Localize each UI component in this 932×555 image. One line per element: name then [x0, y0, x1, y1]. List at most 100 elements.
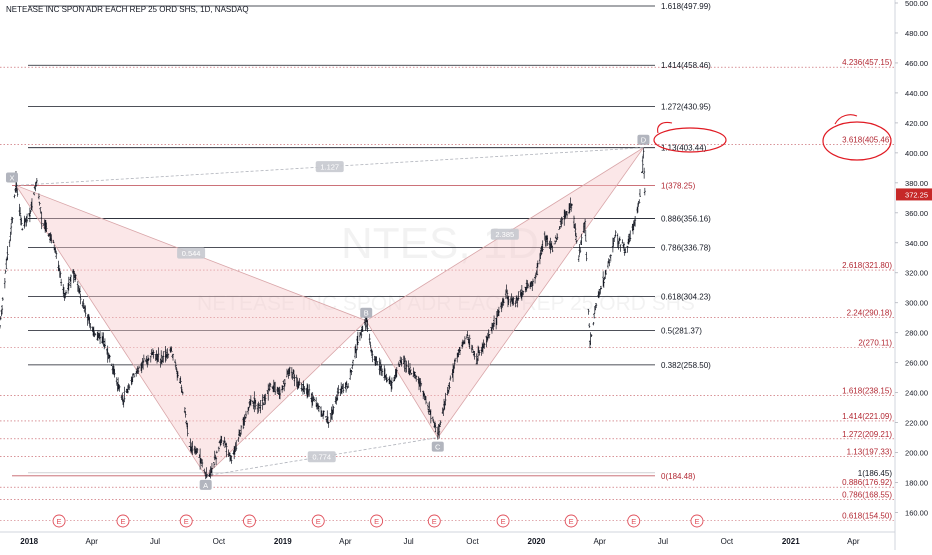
price-bar — [585, 252, 587, 261]
y-tick-label: 420.00 — [905, 119, 928, 128]
x-tick-label: 2021 — [782, 537, 800, 546]
price-bar — [133, 373, 135, 377]
price-bar — [644, 188, 646, 195]
x-tick-label: Apr — [847, 537, 860, 546]
y-tick-label: 380.00 — [905, 179, 928, 188]
fib-black-label: 1.414(458.46) — [661, 61, 711, 70]
price-bar — [626, 246, 628, 253]
y-tick-label: 160.00 — [905, 509, 928, 518]
x-tick-label: Jul — [150, 537, 160, 546]
x-tick-label: Oct — [721, 537, 734, 546]
x-tick-label: 2018 — [20, 537, 38, 546]
ratio-label: 1.127 — [320, 163, 339, 172]
earnings-marker-label: E — [432, 517, 437, 526]
x-tick-label: Apr — [339, 537, 352, 546]
price-bar — [639, 189, 641, 197]
fib-red-label: 2(270.11) — [858, 339, 892, 348]
price-bar — [622, 239, 624, 243]
price-bar — [585, 230, 587, 242]
pattern-point-label: D — [641, 136, 647, 145]
x-tick-label: Oct — [466, 537, 479, 546]
earnings-marker-label: E — [501, 517, 506, 526]
price-bar — [4, 278, 6, 288]
price-bar — [592, 322, 594, 325]
pattern-point-label: B — [364, 309, 369, 318]
last-price-label: 372.25 — [905, 190, 928, 199]
price-bar — [355, 349, 357, 358]
earnings-marker-label: E — [57, 517, 62, 526]
earnings-marker-label: E — [694, 517, 699, 526]
earnings-marker-label: E — [120, 517, 125, 526]
y-tick-label: 500.00 — [905, 0, 928, 8]
earnings-marker-label: E — [316, 517, 321, 526]
price-bar — [578, 255, 580, 262]
fib-red-label: 2.24(290.18) — [847, 308, 893, 317]
fib-red-label: 0.618(154.50) — [842, 512, 892, 521]
pattern-point-label: C — [435, 443, 441, 452]
y-tick-label: 280.00 — [905, 329, 928, 338]
price-bar — [588, 323, 590, 328]
fib-red-label: 0.886(176.92) — [842, 478, 892, 487]
x-tick-label: Jul — [403, 537, 413, 546]
price-bar — [0, 316, 2, 320]
price-bar — [351, 370, 353, 375]
earnings-marker-label: E — [247, 517, 252, 526]
y-tick-label: 360.00 — [905, 209, 928, 218]
x-tick-label: Jul — [658, 537, 668, 546]
y-tick-label: 320.00 — [905, 269, 928, 278]
price-bar — [60, 279, 62, 286]
fib-black-label: 0.618(304.23) — [661, 292, 711, 301]
fib-red-label: 1(378.25) — [661, 181, 696, 190]
price-bar — [615, 230, 617, 236]
x-tick-label: 2019 — [274, 537, 292, 546]
fib-red-label: 4.236(457.15) — [842, 58, 892, 67]
fib-black-label: 0.886(356.16) — [661, 215, 711, 224]
x-tick-label: 2020 — [528, 537, 546, 546]
ratio-label: 2.385 — [495, 230, 514, 239]
fib-black-label: 1.618(497.99) — [661, 2, 711, 11]
pattern-point-label: A — [203, 481, 208, 490]
x-tick-label: Oct — [213, 537, 226, 546]
x-tick-label: Apr — [85, 537, 98, 546]
y-tick-label: 460.00 — [905, 59, 928, 68]
fib-red-label: 1.272(209.21) — [842, 430, 892, 439]
y-tick-label: 480.00 — [905, 29, 928, 38]
fib-black-label: 1.272(430.95) — [661, 102, 711, 111]
y-tick-label: 340.00 — [905, 239, 928, 248]
y-tick-label: 180.00 — [905, 479, 928, 488]
earnings-marker-label: E — [569, 517, 574, 526]
price-bar — [80, 293, 82, 304]
earnings-marker-label: E — [374, 517, 379, 526]
price-bar — [590, 332, 592, 345]
ratio-label: 0.544 — [182, 249, 201, 258]
earnings-marker-label: E — [631, 517, 636, 526]
ratio-label: 0.774 — [312, 453, 331, 462]
y-tick-label: 440.00 — [905, 89, 928, 98]
fib-black-label: 0.382(258.50) — [661, 361, 711, 370]
fib-red-label: 1.13(197.33) — [847, 448, 893, 457]
earnings-marker-label: E — [184, 517, 189, 526]
y-tick-label: 240.00 — [905, 389, 928, 398]
pattern-point-label: X — [9, 173, 14, 182]
y-tick-label: 260.00 — [905, 359, 928, 368]
price-bar — [2, 297, 4, 301]
fib-red-label: 0(184.48) — [661, 472, 696, 481]
y-tick-label: 300.00 — [905, 299, 928, 308]
y-axis[interactable]: 160.00180.00200.00220.00240.00260.00280.… — [895, 0, 932, 550]
fib-black-label: 0.5(281.37) — [661, 327, 702, 336]
fib-red-label: 3.618(405.46) — [842, 136, 892, 145]
price-bar — [643, 168, 645, 179]
x-axis: 2018 Apr Jul Oct 2019 Apr Jul Oct 2020 Apr Jul Oct 2… — [0, 532, 895, 546]
x-tick-label: Apr — [593, 537, 606, 546]
fib-red-label: 2.618(321.80) — [842, 261, 892, 270]
y-tick-label: 200.00 — [905, 449, 928, 458]
y-tick-label: 400.00 — [905, 149, 928, 158]
fib-black-label: 0.786(336.78) — [661, 244, 711, 253]
price-bar — [351, 365, 353, 369]
chart-title: NETEASE INC SPON ADR EACH REP 25 ORD SHS… — [6, 5, 249, 14]
price-bar — [21, 228, 23, 231]
price-bar — [642, 156, 644, 172]
fib-red-label: 1.414(221.09) — [842, 412, 892, 421]
